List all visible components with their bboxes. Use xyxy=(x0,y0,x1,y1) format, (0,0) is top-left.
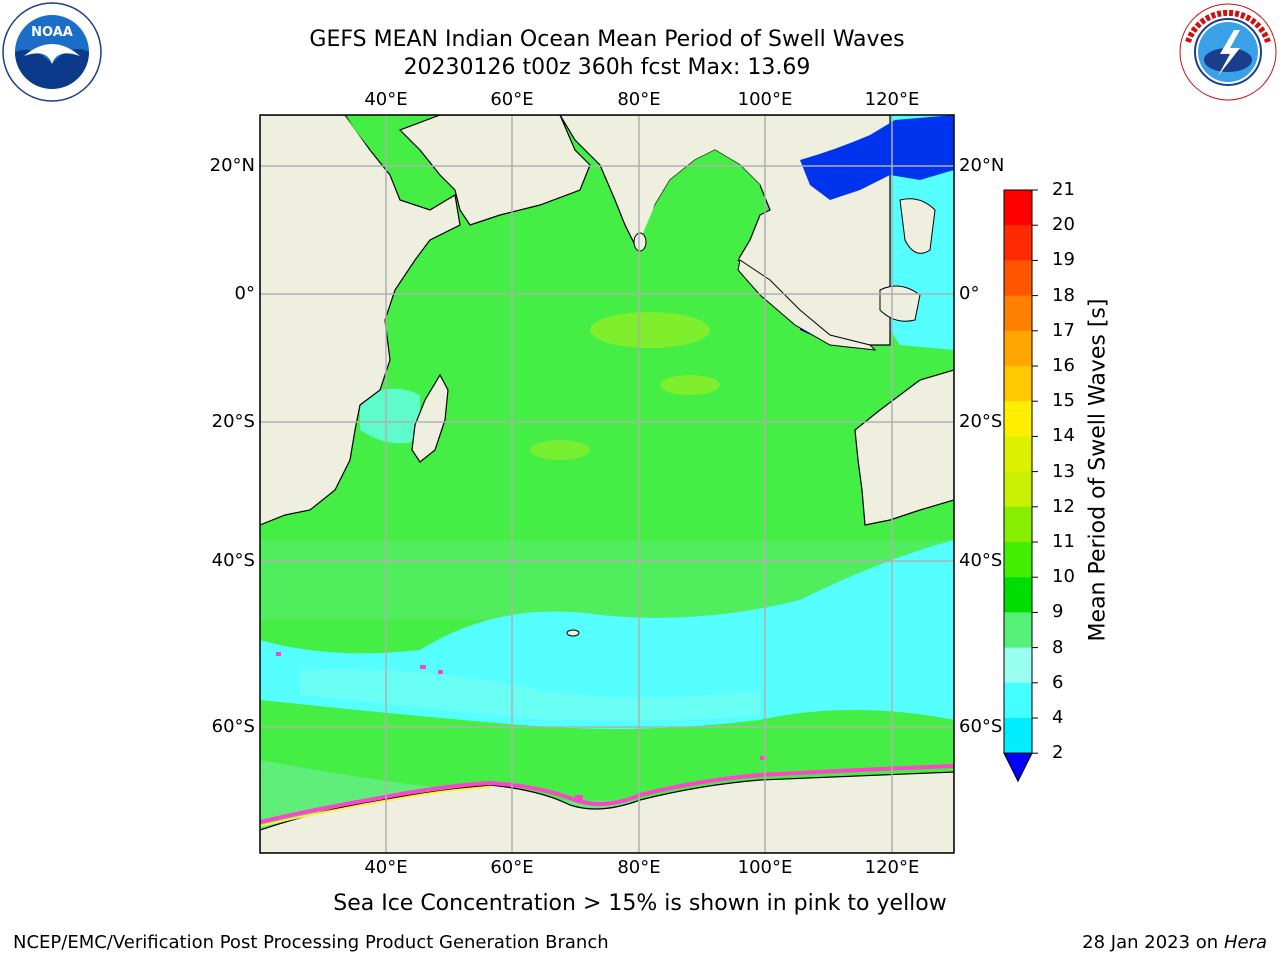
colorbar-label: 15 xyxy=(1052,390,1075,412)
footer-date-text: 28 Jan 2023 on xyxy=(1082,932,1224,953)
noaa-logo-icon: NOAA xyxy=(2,2,102,102)
lon-label-bottom-80e: 80°E xyxy=(617,857,661,878)
lon-label-top-40e: 40°E xyxy=(364,89,408,110)
colorbar-label: 17 xyxy=(1052,319,1075,341)
lon-label-bottom-120e: 120°E xyxy=(864,857,920,878)
colorbar-segment xyxy=(1004,295,1032,332)
lat-label-left-20s: 20°S xyxy=(211,411,255,432)
colorbar-segment xyxy=(1004,225,1032,261)
colorbar-label: 2 xyxy=(1052,742,1064,764)
lat-label-right-40s: 40°S xyxy=(959,550,1003,571)
lat-label-right-20n: 20°N xyxy=(959,155,1005,176)
sea-ice-fringe xyxy=(260,764,954,824)
lon-label-top-80e: 80°E xyxy=(617,89,661,110)
colorbar-segment xyxy=(1004,260,1032,297)
lon-label-top-120e: 120°E xyxy=(864,89,920,110)
colorbar-title: Mean Period of Swell Waves [s] xyxy=(1085,298,1111,642)
colorbar-label: 4 xyxy=(1052,707,1064,728)
lon-label-bottom-100e: 100°E xyxy=(737,857,793,878)
lat-label-right-0: 0° xyxy=(959,283,980,304)
footer-host: Hera xyxy=(1223,932,1267,953)
colorbar-extend-arrow xyxy=(1003,752,1033,783)
colorbar-label: 19 xyxy=(1052,249,1075,271)
lat-label-left-60s: 60°S xyxy=(211,716,255,737)
noaa-logo-text: NOAA xyxy=(31,25,73,40)
nws-logo-icon xyxy=(1179,3,1277,101)
colorbar-segment xyxy=(1004,612,1032,649)
map-title: GEFS MEAN Indian Ocean Mean Period of Sw… xyxy=(309,27,905,52)
land-australia xyxy=(854,369,954,526)
colorbar-label: 6 xyxy=(1052,671,1064,693)
lat-label-left-40s: 40°S xyxy=(211,550,255,571)
lon-label-top-100e: 100°E xyxy=(737,89,793,110)
lat-label-left-20n: 20°N xyxy=(209,155,255,176)
lon-label-bottom-40e: 40°E xyxy=(364,857,408,878)
colorbar-segment xyxy=(1004,471,1032,508)
colorbar-label: 8 xyxy=(1052,636,1064,658)
colorbar-segment xyxy=(1004,401,1032,437)
colorbar-segment xyxy=(1004,436,1032,473)
colorbar-segment xyxy=(1004,682,1032,719)
footer-credit: NCEP/EMC/Verification Post Processing Pr… xyxy=(13,932,609,953)
footer-date: 28 Jan 2023 on Hera xyxy=(1082,932,1267,953)
colorbar-label: 12 xyxy=(1052,495,1075,517)
land-madagascar xyxy=(411,373,449,463)
lat-label-right-20s: 20°S xyxy=(959,411,1003,432)
map-frame xyxy=(259,114,955,854)
colorbar-segment xyxy=(1004,366,1032,402)
colorbar-label: 21 xyxy=(1052,179,1075,200)
map-gridlines xyxy=(260,115,954,853)
colorbar-segment xyxy=(1004,718,1032,754)
map-subtitle: 20230126 t00z 360h fcst Max: 13.69 xyxy=(403,55,811,80)
colorbar-label: 11 xyxy=(1052,531,1075,552)
lat-label-left-0: 0° xyxy=(234,283,255,304)
colorbar-label: 13 xyxy=(1052,460,1075,482)
lon-label-top-60e: 60°E xyxy=(490,89,534,110)
colorbar xyxy=(1003,189,1038,783)
colorbar-segment xyxy=(1004,330,1032,367)
colorbar-label: 9 xyxy=(1052,601,1064,623)
land-arabia xyxy=(398,115,591,226)
colorbar-segment xyxy=(1004,577,1032,613)
colorbar-segment xyxy=(1004,542,1032,578)
colorbar-label: 20 xyxy=(1052,214,1075,236)
colorbar-label: 18 xyxy=(1052,284,1075,306)
colorbar-label: 14 xyxy=(1052,425,1075,447)
lon-label-bottom-60e: 60°E xyxy=(490,857,534,878)
colorbar-segment xyxy=(1004,647,1032,684)
colorbar-label: 10 xyxy=(1052,566,1075,588)
colorbar-segment xyxy=(1004,190,1032,226)
colorbar-label: 16 xyxy=(1052,355,1075,376)
colorbar-segment xyxy=(1004,506,1032,543)
lat-label-right-60s: 60°S xyxy=(959,716,1003,737)
sea-ice-caption: Sea Ice Concentration > 15% is shown in … xyxy=(333,891,947,916)
